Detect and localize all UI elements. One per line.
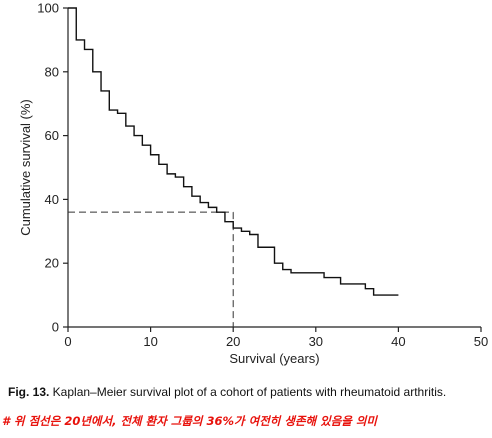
x-tick-label: 0	[64, 334, 71, 349]
figure-label: Fig. 13.	[8, 385, 50, 399]
figure-caption: Fig. 13. Kaplan–Meier survival plot of a…	[8, 385, 488, 399]
y-tick-label: 40	[45, 192, 59, 207]
figure-caption-text: Kaplan–Meier survival plot of a cohort o…	[49, 385, 447, 399]
x-axis-title: Survival (years)	[229, 351, 319, 366]
axes: 0 10 20 30 40 50 0 20 40 60 80 100 Survival (years) C…	[18, 1, 488, 367]
annotation-note: # 위 점선은 20년에서, 전체 환자 그룹의 36%가 여전히 생존해 있음…	[2, 414, 378, 428]
x-tick-label: 30	[309, 334, 323, 349]
x-tick-label: 50	[474, 334, 488, 349]
y-tick-label: 0	[52, 320, 59, 335]
y-axis-title: Cumulative survival (%)	[18, 99, 33, 236]
x-tick-label: 10	[143, 334, 157, 349]
x-tick-label: 20	[226, 334, 240, 349]
y-tick-label: 100	[37, 1, 59, 16]
reference-lines	[68, 211, 234, 327]
y-tick-label: 80	[45, 64, 59, 79]
y-tick-label: 60	[45, 128, 59, 143]
survival-curve-series	[68, 7, 399, 296]
x-tick-label: 40	[391, 334, 405, 349]
survival-step-line	[68, 7, 399, 296]
y-tick-label: 20	[45, 256, 59, 271]
survival-chart: 0 10 20 30 40 50 0 20 40 60 80 100 Survival (years) C…	[18, 1, 488, 367]
